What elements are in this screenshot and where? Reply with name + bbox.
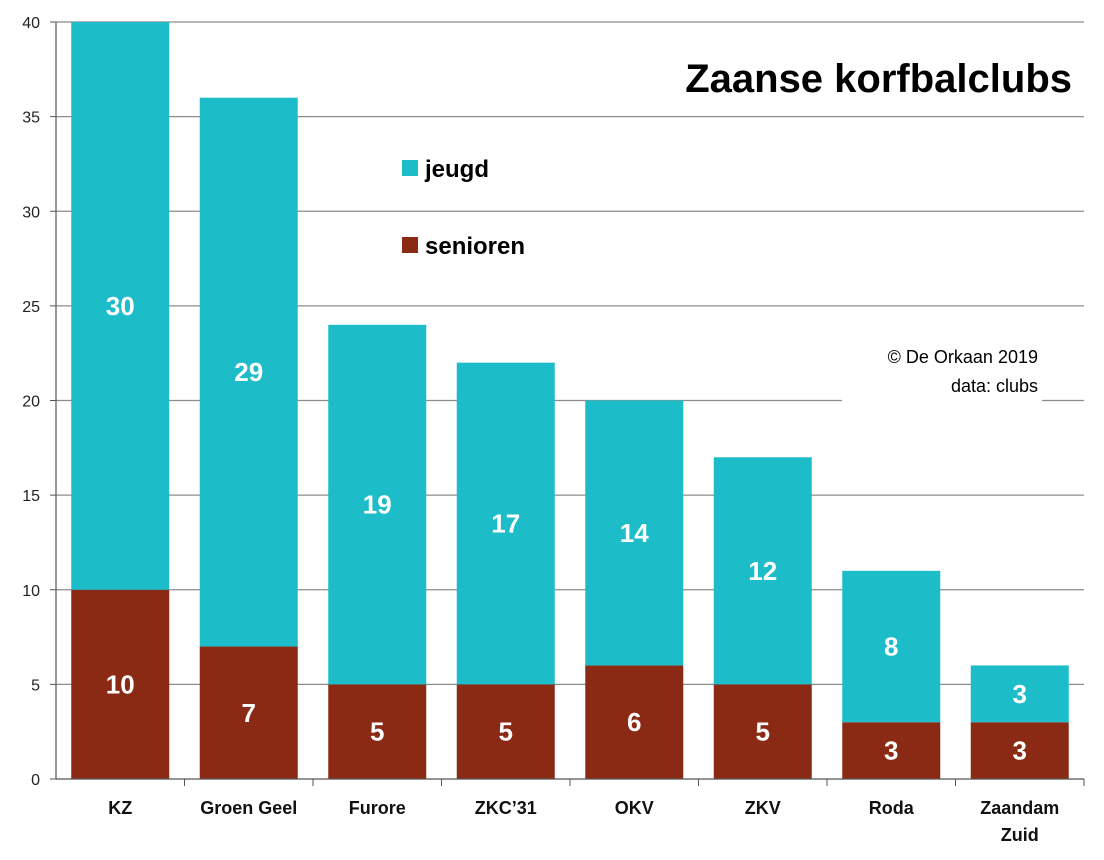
bar-value-label: 5	[499, 717, 513, 747]
legend-swatch-senioren	[402, 237, 418, 253]
bar-value-label: 14	[620, 518, 649, 548]
y-tick-label: 35	[22, 110, 40, 127]
bar-value-label: 3	[884, 736, 898, 766]
bar-value-label: 30	[106, 291, 135, 321]
bar-senioren	[456, 684, 555, 779]
y-tick-label: 25	[22, 299, 40, 316]
legend: jeugd senioren	[402, 156, 525, 260]
y-tick-label: 20	[22, 394, 40, 411]
credit-background	[842, 340, 1042, 406]
x-axis-labels: KZ Groen Geel Furore ZKC’31 OKV ZKV Roda Zaanda…	[108, 779, 1085, 845]
bar-value-label: 6	[627, 707, 641, 737]
bar-jeugd	[328, 324, 427, 685]
x-category-label: ZKC’31	[475, 798, 537, 818]
bar-senioren	[585, 665, 684, 779]
bar-value-label: 29	[234, 357, 263, 387]
bar-senioren	[328, 684, 427, 779]
y-tick-label: 40	[22, 15, 40, 32]
x-category-label: Groen Geel	[200, 798, 297, 818]
bar-jeugd	[585, 400, 684, 666]
x-category-label: KZ	[108, 798, 132, 818]
bar-jeugd	[713, 457, 812, 685]
bar-jeugd	[199, 97, 298, 647]
x-category-label: Zuid	[1001, 825, 1039, 845]
bars: 10 30 7 29 5 19 5 17 6 14 5 12 3 8 3 3	[71, 22, 1069, 779]
x-category-label: OKV	[615, 798, 654, 818]
bar-value-label: 3	[1013, 736, 1027, 766]
bar-value-label: 12	[748, 556, 777, 586]
bar-value-label: 10	[106, 669, 135, 699]
bar-value-label: 8	[884, 632, 898, 662]
y-tick-label: 10	[22, 583, 40, 600]
bar-senioren	[71, 589, 170, 779]
bar-value-label: 3	[1013, 679, 1027, 709]
bar-value-label: 5	[370, 717, 384, 747]
y-axis-ticks: 0 5 10 15 20 25 30 35 40	[22, 15, 56, 789]
x-category-label: ZKV	[745, 798, 781, 818]
bar-value-label: 7	[242, 698, 256, 728]
bar-senioren	[970, 722, 1069, 779]
bar-jeugd	[456, 362, 555, 685]
legend-label-jeugd: jeugd	[424, 156, 489, 183]
credit-source: data: clubs	[951, 376, 1038, 396]
bar-value-label: 5	[756, 717, 770, 747]
y-tick-label: 15	[22, 488, 40, 505]
y-tick-label: 30	[22, 204, 40, 221]
legend-swatch-jeugd	[402, 160, 418, 176]
x-category-label: Furore	[349, 798, 406, 818]
bar-senioren	[842, 722, 941, 779]
bar-senioren	[199, 646, 298, 779]
y-tick-label: 5	[31, 677, 40, 694]
bar-jeugd	[71, 22, 170, 590]
bar-value-label: 19	[363, 490, 392, 520]
bar-jeugd	[970, 665, 1069, 723]
bar-jeugd	[842, 570, 941, 723]
bar-senioren	[713, 684, 812, 779]
chart-title: Zaanse korfbalclubs	[685, 57, 1072, 101]
credit-copyright: © De Orkaan 2019	[888, 347, 1038, 367]
x-category-label: Zaandam	[980, 798, 1059, 818]
x-category-label: Roda	[869, 798, 915, 818]
legend-label-senioren: senioren	[425, 233, 525, 260]
y-tick-label: 0	[31, 772, 40, 789]
bar-value-label: 17	[491, 509, 520, 539]
